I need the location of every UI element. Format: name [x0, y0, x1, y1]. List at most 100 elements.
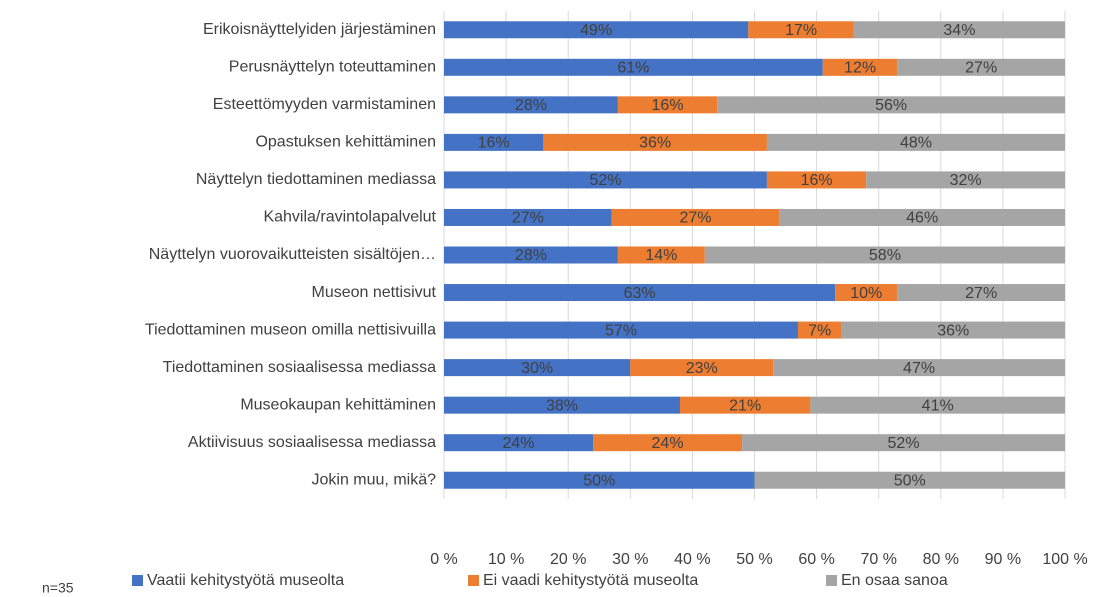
data-label: 48%: [900, 135, 932, 152]
y-tick-label: Museon nettisivut: [311, 284, 436, 301]
bar-segment: [630, 359, 774, 377]
bar-segment: [853, 21, 1065, 39]
bar-segment: [444, 359, 631, 377]
data-label: 27%: [965, 60, 997, 77]
x-tick-label: 40 %: [674, 551, 710, 568]
bar-segment: [444, 133, 544, 151]
bar-segment: [444, 434, 594, 452]
y-tick-label: Museokaupan kehittäminen: [240, 396, 436, 413]
bar-segment: [810, 396, 1065, 414]
data-label: 34%: [943, 22, 975, 39]
data-label: 28%: [515, 97, 547, 114]
bar-segment: [897, 284, 1065, 302]
legend-label: Ei vaadi kehitystyötä museolta: [483, 572, 698, 589]
data-label: 50%: [894, 472, 926, 489]
x-tick-label: 80 %: [923, 551, 959, 568]
data-label: 41%: [922, 397, 954, 414]
legend-swatch: [826, 575, 837, 586]
bar-segment: [704, 246, 1065, 264]
data-label: 14%: [645, 247, 677, 264]
data-label: 21%: [729, 397, 761, 414]
data-label: 16%: [801, 172, 833, 189]
bar-segment: [593, 434, 743, 452]
data-label: 52%: [888, 435, 920, 452]
bar-segment: [766, 133, 1065, 151]
x-tick-label: 30 %: [612, 551, 648, 568]
bar-segment: [841, 321, 1065, 339]
y-tick-label: Näyttelyn vuorovaikutteisten sisältöjen…: [149, 246, 436, 263]
data-label: 56%: [875, 97, 907, 114]
bar-segment: [679, 396, 811, 414]
bar-segment: [897, 58, 1065, 76]
data-label: 61%: [617, 60, 649, 77]
data-label: 7%: [808, 322, 831, 339]
bar-segment: [543, 133, 767, 151]
legend-swatch: [132, 575, 143, 586]
bar-segment: [779, 208, 1065, 226]
data-label: 12%: [844, 60, 876, 77]
data-label: 63%: [624, 285, 656, 302]
data-label: 57%: [605, 322, 637, 339]
bar-segment: [835, 284, 898, 302]
bar-segment: [773, 359, 1065, 377]
bar-segment: [748, 21, 854, 39]
data-label: 58%: [869, 247, 901, 264]
y-tick-label: Tiedottaminen sosiaalisessa mediassa: [163, 359, 436, 376]
bar-segment: [444, 96, 618, 114]
y-tick-label: Näyttelyn tiedottaminen mediassa: [196, 171, 436, 188]
data-label: 49%: [580, 22, 612, 39]
x-tick-label: 50 %: [736, 551, 772, 568]
bar-segment: [797, 321, 842, 339]
data-label: 36%: [639, 135, 671, 152]
data-label: 10%: [850, 285, 882, 302]
data-label: 27%: [512, 210, 544, 227]
data-label: 27%: [679, 210, 711, 227]
bar-segment: [444, 21, 749, 39]
data-label: 27%: [965, 285, 997, 302]
bar-segment: [444, 396, 680, 414]
data-label: 28%: [515, 247, 547, 264]
x-tick-label: 10 %: [488, 551, 524, 568]
data-label: 16%: [652, 97, 684, 114]
bar-segment: [444, 208, 612, 226]
bar-segment: [766, 171, 867, 189]
data-label: 24%: [503, 435, 535, 452]
data-label: 32%: [950, 172, 982, 189]
x-tick-label: 0 %: [430, 551, 458, 568]
bar-segment: [444, 171, 767, 189]
data-label: 38%: [546, 397, 578, 414]
data-label: 17%: [785, 22, 817, 39]
bar-segment: [444, 58, 823, 76]
y-tick-label: Erikoisnäyttelyiden järjestäminen: [203, 21, 436, 38]
data-label: 16%: [478, 135, 510, 152]
legend-label: Vaatii kehitystyötä museolta: [147, 572, 344, 589]
data-label: 46%: [906, 210, 938, 227]
y-tick-label: Aktiivisuus sosiaalisessa mediassa: [188, 434, 436, 451]
data-label: 50%: [583, 472, 615, 489]
data-label: 23%: [686, 360, 718, 377]
x-tick-label: 90 %: [985, 551, 1021, 568]
bar-segment: [611, 208, 780, 226]
x-tick-label: 60 %: [798, 551, 834, 568]
y-tick-label: Opastuksen kehittäminen: [255, 134, 436, 151]
legend-label: En osaa sanoa: [841, 572, 948, 589]
bar-segment: [444, 246, 618, 264]
legend-swatch: [468, 575, 479, 586]
data-label: 24%: [652, 435, 684, 452]
bar-segment: [754, 471, 1065, 489]
annotation: n=35: [42, 580, 74, 596]
bar-segment: [617, 246, 705, 264]
bar-segment: [444, 284, 836, 302]
y-tick-label: Perusnäyttelyn toteuttaminen: [229, 59, 436, 76]
bar-segment: [742, 434, 1065, 452]
y-tick-label: Tiedottaminen museon omilla nettisivuill…: [145, 321, 436, 338]
data-label: 30%: [521, 360, 553, 377]
data-label: 47%: [903, 360, 935, 377]
bar-segment: [617, 96, 718, 114]
x-tick-label: 20 %: [550, 551, 586, 568]
x-tick-label: 100 %: [1042, 551, 1087, 568]
bar-segment: [444, 471, 755, 489]
bar-segment: [444, 321, 798, 339]
bar-segment: [717, 96, 1065, 114]
